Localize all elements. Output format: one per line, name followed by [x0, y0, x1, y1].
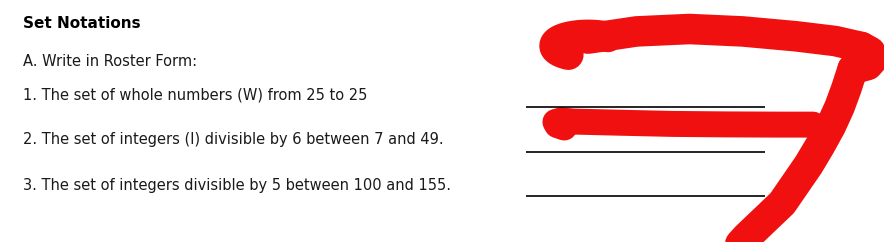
- Text: Set Notations: Set Notations: [23, 16, 141, 31]
- Text: A. Write in Roster Form:: A. Write in Roster Form:: [23, 54, 197, 69]
- Text: 1. The set of whole numbers (W) from 25 to 25: 1. The set of whole numbers (W) from 25 …: [23, 88, 368, 103]
- Text: 3. The set of integers divisible by 5 between 100 and 155.: 3. The set of integers divisible by 5 be…: [23, 178, 451, 193]
- Text: 2. The set of integers (I) divisible by 6 between 7 and 49.: 2. The set of integers (I) divisible by …: [23, 132, 444, 147]
